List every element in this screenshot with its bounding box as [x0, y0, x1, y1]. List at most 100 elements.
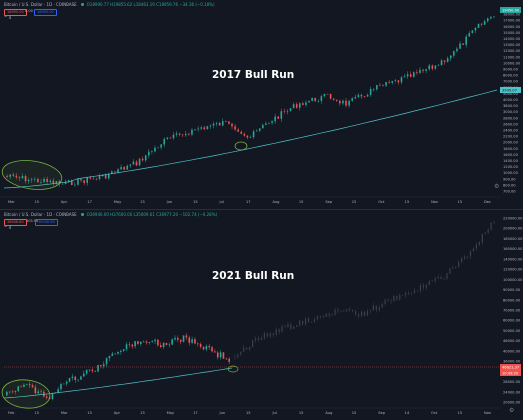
projection-candle-body	[484, 232, 486, 234]
time-tick-label: Mar	[61, 411, 68, 415]
projection-candle-body	[281, 326, 283, 332]
time-tick-label: Jun	[219, 411, 226, 415]
btc-2017-candle-body	[144, 155, 147, 161]
projection-candle-body	[331, 314, 333, 316]
btc-2017-candle-body	[151, 151, 153, 152]
top-indicator-toggle[interactable]: ^ 4	[4, 15, 12, 20]
btc-2017-candle-body	[446, 58, 449, 62]
top-chart-canvas: 19000.0018000.0017000.0016000.0015000.00…	[0, 0, 523, 209]
top-sell-pill[interactable]: 18990.00	[4, 9, 27, 16]
projection-candle-body	[390, 300, 392, 302]
price-tick-label: 20000.00	[503, 401, 521, 405]
btc-2021-candle-body	[179, 339, 182, 342]
time-tick-label: Jul	[219, 200, 224, 204]
projection-candle-body	[461, 258, 463, 263]
btc-2021-candle-body	[83, 373, 85, 377]
projection-candle-body	[322, 316, 324, 317]
time-tick-label: 15	[34, 411, 39, 415]
time-tick-label: 15	[193, 200, 198, 204]
btc-2017-candle-body	[369, 88, 372, 95]
btc-2021-candle-body	[157, 339, 159, 346]
btc-2021-candle-body	[154, 339, 156, 342]
projection-candle-body	[428, 281, 430, 285]
btc-2017-candle-body	[234, 126, 236, 130]
btc-2017-candle-body	[89, 177, 92, 179]
top-buy-pill[interactable]: 18990.00	[34, 9, 57, 16]
btc-2021-candle-body	[171, 339, 173, 345]
btc-2017-candle-body	[163, 138, 166, 145]
btc-2021-candle-body	[197, 343, 199, 345]
time-tick-label: Dec	[484, 200, 491, 204]
bottom-settings-icon[interactable]: ⚙	[509, 407, 515, 414]
btc-2017-candle-body	[197, 128, 199, 130]
btc-2017-candle-body	[437, 65, 440, 66]
btc-2021-candle-body	[51, 393, 54, 400]
btc-2017-candle-body	[141, 158, 144, 161]
btc-2017-candle-body	[181, 134, 184, 136]
projection-candle-body	[378, 307, 380, 310]
btc-2017-candle-body	[74, 184, 76, 186]
price-axis-area	[500, 0, 523, 209]
btc-2021-candle-body	[14, 391, 17, 392]
btc-2021-candle-body	[6, 391, 8, 396]
btc-2017-candle-body	[308, 100, 310, 103]
btc-2017-candle-body	[123, 167, 125, 170]
price-tick-label: 28000.00	[503, 380, 521, 384]
projection-candle-body	[487, 229, 489, 233]
price-tick-label: 180000.00	[503, 237, 523, 241]
projection-candle-body	[422, 285, 424, 288]
btc-2017-candle-body	[314, 97, 317, 102]
projection-candle-body	[272, 333, 274, 335]
btc-2017-candle-body	[246, 135, 249, 138]
time-tick-label: Nov	[484, 411, 492, 415]
btc-2017-candle-body	[277, 116, 280, 119]
bottom-sell-pill[interactable]: 36946.80	[4, 219, 27, 226]
projection-candle-body	[287, 324, 289, 328]
btc-2017-candle-body	[305, 102, 307, 105]
time-tick-label: Feb	[8, 411, 15, 415]
time-tick-label: Jul	[271, 411, 276, 415]
btc-2017-candle-body	[6, 175, 8, 177]
btc-2017-candle-body	[289, 108, 292, 111]
btc-2017-candle-body	[490, 16, 492, 19]
projection-candle-body	[293, 326, 295, 329]
price-tick-label: 1000.00	[503, 171, 519, 175]
btc-2021-candle-body	[88, 369, 91, 371]
top-chart-header: Bitcoin / U.S. Dollar · 1D · COINBASE O18…	[4, 2, 218, 7]
btc-2017-candle-body	[209, 125, 212, 127]
btc-2021-candle-body	[225, 358, 228, 360]
bottom-buy-pill[interactable]: 36946.86	[35, 219, 58, 226]
btc-2021-candle-body	[102, 364, 105, 366]
btc-2017-candle-body	[231, 123, 233, 127]
btc-2021-candle-body	[11, 391, 14, 393]
projection-candle-body	[425, 284, 427, 288]
btc-2017-candle-body	[283, 111, 286, 112]
projection-candle-body	[363, 311, 366, 316]
top-settings-icon[interactable]: ⚙	[494, 183, 500, 190]
projection-candle-body	[358, 314, 360, 316]
btc-2021-candle-body	[228, 358, 230, 362]
time-tick-label: 15	[352, 200, 357, 204]
projection-candle-body	[319, 316, 321, 317]
projection-candle-body	[405, 293, 407, 296]
btc-2017-candle-body	[175, 133, 178, 135]
bottom-indicator-toggle[interactable]: ^ 4	[4, 225, 12, 230]
price-tick-label: 7000.00	[503, 80, 519, 84]
btc-2021-candle-body	[140, 341, 142, 344]
btc-2021-candle-body	[111, 353, 114, 356]
price-tick-label: 16000.00	[503, 25, 521, 29]
btc-2021-candle-body	[142, 341, 145, 343]
btc-2021-candle-body	[205, 346, 208, 350]
btc-2017-candle-body	[354, 96, 357, 99]
btc-2017-candle-body	[339, 100, 341, 104]
btc-2017-candle-body	[184, 133, 187, 136]
projection-candle-body	[434, 278, 436, 281]
btc-2017-candle-body	[474, 27, 477, 31]
btc-2021-candle-body	[108, 355, 111, 359]
bottom-ohlc-readout: O36946.00 H37600.00 L35609.61 C36977.20 …	[86, 212, 218, 217]
projection-candle-body	[296, 325, 298, 327]
projection-candle-body	[416, 290, 419, 292]
btc-2017-candle-body	[416, 72, 418, 73]
projection-candle-body	[446, 273, 448, 279]
price-axis-area	[500, 210, 523, 420]
